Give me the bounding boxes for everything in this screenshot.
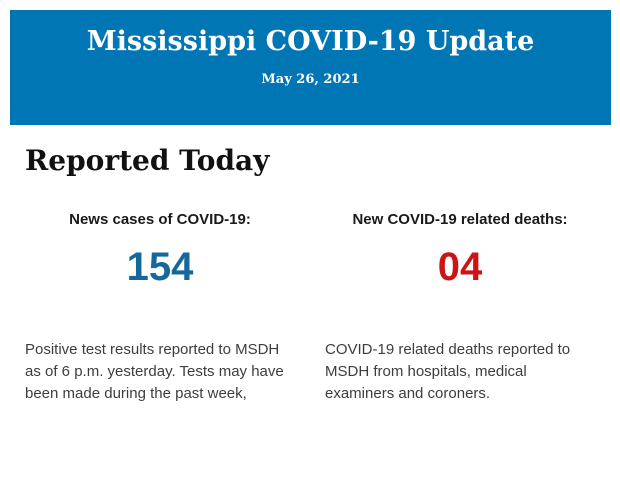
new-deaths-value: 04 <box>437 245 483 290</box>
new-cases-description: Positive test results reported to MSDH a… <box>25 341 284 403</box>
new-deaths-label: New COVID-19 related deaths: <box>352 211 568 229</box>
new-cases-label: News cases of COVID-19: <box>69 211 251 229</box>
stat-new-cases: News cases of COVID-19: 154 Positive tes… <box>25 211 295 405</box>
new-deaths-description: COVID-19 related deaths reported to MSDH… <box>325 341 571 403</box>
newsletter-title: Mississippi COVID-19 Update <box>86 26 535 57</box>
section-heading: Reported Today <box>25 144 270 177</box>
stats-row: News cases of COVID-19: 154 Positive tes… <box>0 211 620 405</box>
main-content: Reported Today News cases of COVID-19: 1… <box>0 125 620 405</box>
new-cases-value: 154 <box>126 245 194 290</box>
header-banner: Mississippi COVID-19 Update May 26, 2021 <box>10 10 611 125</box>
stat-new-deaths: New COVID-19 related deaths: 04 COVID-19… <box>325 211 595 405</box>
newsletter-date: May 26, 2021 <box>261 72 360 88</box>
